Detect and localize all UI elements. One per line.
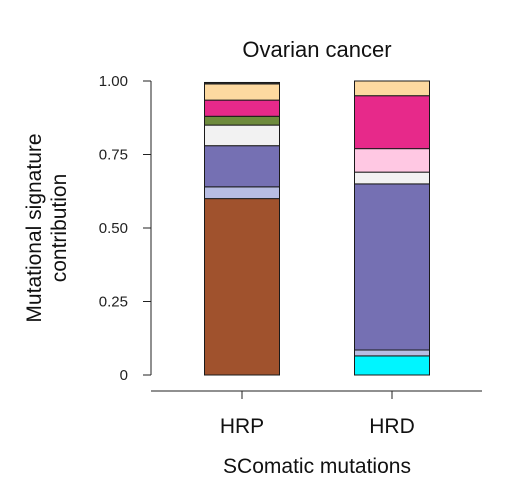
bar-segment [354, 95, 430, 150]
x-axis: HRP HRD [151, 390, 482, 438]
bar-segment [204, 186, 280, 200]
bar-segment [204, 99, 280, 117]
bar-segment [354, 355, 430, 376]
y-axis-title-line-1: Mutational signature [23, 133, 46, 322]
y-tick-label: 1.00 [99, 73, 128, 90]
y-tick-label: 0.25 [99, 294, 128, 311]
x-axis-title: SComatic mutations [223, 455, 411, 478]
y-tick-label: 0 [120, 367, 128, 384]
bar-stack-hrp [204, 81, 280, 376]
bar-segment [204, 198, 280, 376]
y-tick-label: 0.50 [99, 220, 128, 237]
bar-segment [354, 148, 430, 173]
x-tick-label: HRP [220, 415, 264, 438]
bar-segment [354, 349, 430, 357]
y-axis-title-line-2: contribution [48, 174, 71, 283]
y-axis-title: Mutational signature contribution [23, 133, 71, 322]
bar-segment [204, 115, 280, 126]
chart-title: Ovarian cancer [242, 37, 391, 62]
bar-segment [354, 171, 430, 185]
bar-segment [354, 183, 430, 351]
y-tick-label: 0.75 [99, 147, 128, 164]
bar-segment [204, 124, 280, 147]
bar-segment [204, 81, 280, 85]
bar-stack-hrd [354, 80, 430, 376]
y-axis: 0 0.25 0.50 0.75 1.00 [99, 73, 152, 384]
bars [204, 80, 430, 376]
bar-segment [204, 83, 280, 101]
bar-segment [204, 145, 280, 188]
bar-segment [354, 80, 430, 97]
x-tick-label: HRD [369, 415, 415, 438]
